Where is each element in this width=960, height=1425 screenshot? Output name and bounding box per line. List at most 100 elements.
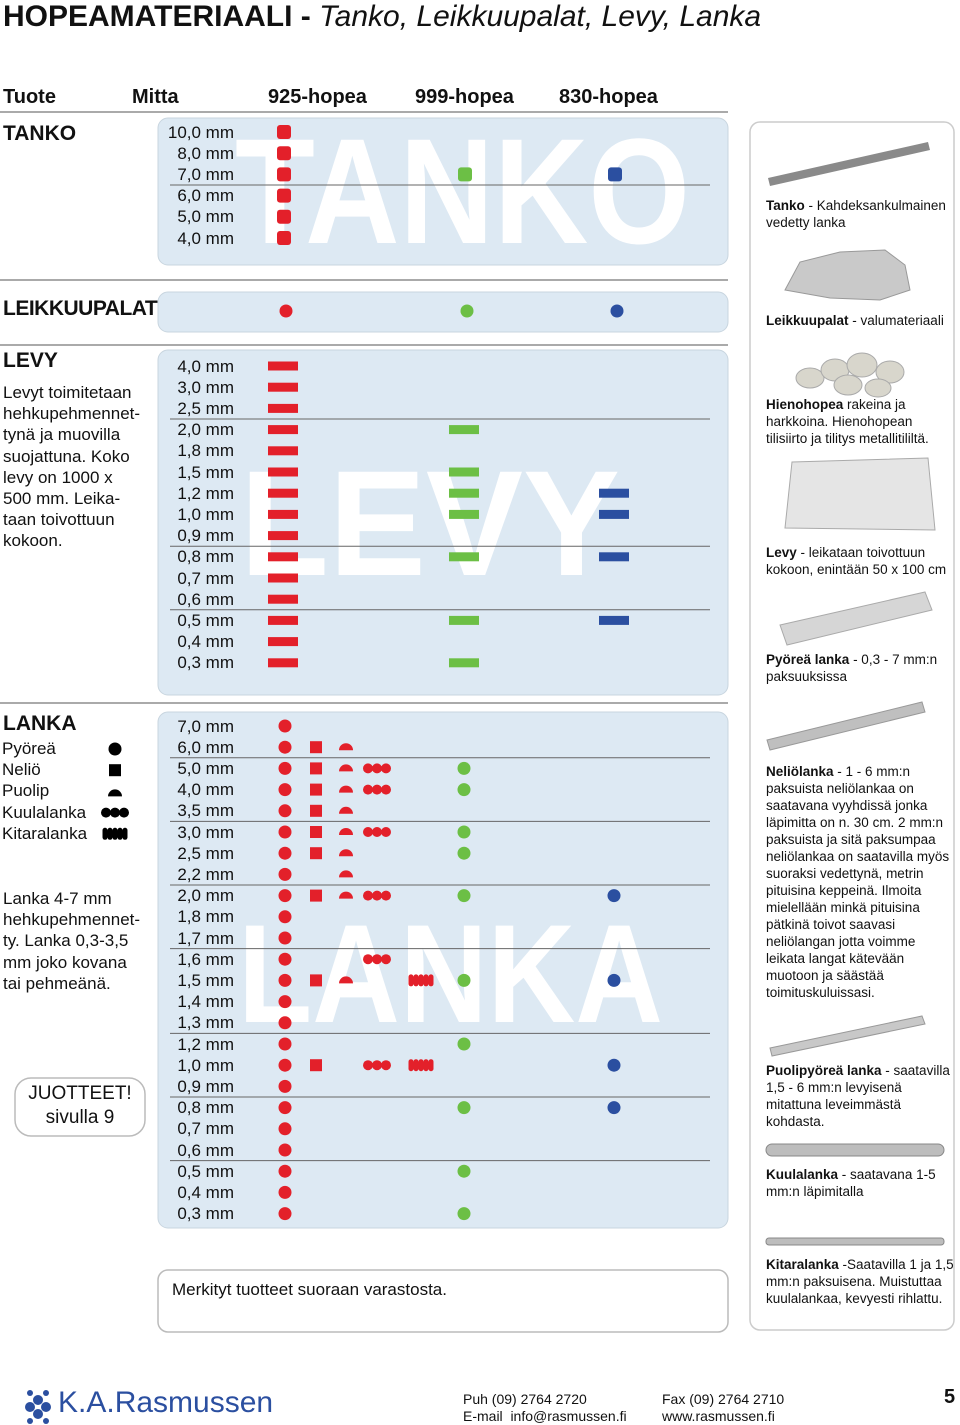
ridge [413, 1059, 419, 1072]
size-label: 0,5 mm [177, 1161, 234, 1181]
granules-image [795, 352, 905, 398]
description-line: suojattuna. Koko [3, 446, 130, 466]
size-label: 8,0 mm [177, 143, 234, 163]
caption: Kuulalanka - saatavana 1-5 mm:n läpimita… [766, 1166, 954, 1200]
lanka-box [157, 711, 729, 1229]
round [278, 804, 292, 818]
column-header: 999-hopea [415, 86, 514, 108]
rod-image [768, 142, 930, 186]
size-label: 2,5 mm [177, 398, 234, 418]
round [278, 1058, 292, 1072]
square [310, 974, 322, 987]
caption-bold: Levy [766, 545, 797, 560]
round [278, 1122, 292, 1136]
wire-marker [278, 973, 292, 987]
size-label: 0,6 mm [177, 589, 234, 609]
wire-marker [278, 889, 292, 903]
wire-marker [278, 761, 292, 775]
caption-text: rakeina ja harkkoina. Hienohopean tilisi… [766, 397, 929, 446]
sheet-marker [449, 509, 479, 519]
wire-marker [457, 1207, 471, 1221]
description-line: 500 mm. Leika- [3, 489, 121, 508]
watermark: TANKO [235, 107, 690, 275]
size-label: 1,2 mm [177, 1034, 234, 1054]
wire-marker [363, 1060, 391, 1071]
ridge [423, 1059, 429, 1072]
caption: Puolipyöreä lanka - saatavilla 1,5 - 6 m… [766, 1062, 954, 1130]
size-label: 6,0 mm [177, 186, 234, 206]
wire-marker [108, 789, 122, 797]
ball [372, 827, 382, 837]
leikkuu-box [157, 291, 729, 333]
wire-marker [278, 804, 292, 818]
sheet-marker [599, 615, 629, 625]
wire-marker [278, 1058, 292, 1072]
ridge [107, 827, 113, 840]
wire-marker [363, 954, 391, 965]
sheet-marker [449, 425, 479, 435]
caption: Tanko - Kahdeksankulmainen vedetty lanka [766, 197, 954, 231]
size-label: 0,9 mm [177, 1076, 234, 1096]
ball [363, 763, 373, 774]
size-label: 0,3 mm [177, 1204, 234, 1224]
caption-bold: Kuulalanka [766, 1167, 839, 1182]
juotteet-page: sivulla 9 [45, 1107, 115, 1128]
ball [372, 954, 382, 965]
round [278, 846, 292, 860]
size-label: 1,7 mm [177, 928, 234, 948]
description-line: kokoon. [3, 531, 63, 551]
square-wire-image [766, 701, 926, 751]
size-label: 1,5 mm [177, 462, 234, 482]
wire-marker [607, 1101, 621, 1115]
wire-marker [339, 764, 353, 772]
size-label: 0,7 mm [177, 1119, 234, 1139]
description-line: Lanka 4-7 mm [3, 889, 112, 908]
wire-marker [310, 974, 322, 987]
size-label: 4,0 mm [177, 356, 234, 376]
ball [372, 784, 382, 795]
half-round [339, 976, 353, 984]
caption-text: - saatavana 1-5 mm:n läpimitalla [766, 1167, 936, 1199]
ball [372, 1060, 382, 1071]
caption-bold: Hienohopea [766, 397, 844, 412]
sheet-marker [268, 446, 298, 456]
caption-bold: Pyöreä lanka [766, 652, 850, 667]
size-label: 0,7 mm [177, 568, 234, 588]
round [278, 719, 292, 733]
sheet-marker [268, 403, 298, 413]
half-round [339, 743, 353, 751]
ridge [413, 974, 419, 987]
half-wire-image [769, 1015, 926, 1057]
sheet-marker [268, 573, 298, 583]
wire-marker [457, 1164, 471, 1178]
ridge [418, 1059, 424, 1072]
sheet-marker [268, 637, 298, 647]
size-label: 6,0 mm [177, 737, 234, 757]
wire-marker [278, 846, 292, 860]
sheet-marker [268, 425, 298, 435]
wire-marker [278, 995, 292, 1009]
size-label: 3,0 mm [177, 822, 234, 842]
ridge [102, 827, 108, 840]
guitar-wire-image [765, 1237, 945, 1246]
ball [119, 807, 129, 818]
description-line: hehkupehmennet- [3, 910, 141, 930]
description-line: taan toivottuun [3, 510, 115, 530]
description-line: hehkupehmennet- [3, 404, 141, 424]
size-label: 1,8 mm [177, 907, 234, 927]
wire-marker [457, 761, 471, 775]
rod-marker [277, 146, 291, 161]
wire-marker [457, 973, 471, 987]
caption-text: - saatavilla 1,5 - 6 mm:n levyisenä mita… [766, 1063, 950, 1129]
wire-marker [408, 1059, 434, 1072]
wire-marker [363, 827, 391, 837]
flakes-image [784, 249, 911, 301]
form-label: Kuulalanka [2, 802, 87, 822]
wire-marker [339, 849, 353, 857]
watermark: LEVY [240, 439, 620, 607]
size-label: 4,0 mm [177, 228, 234, 248]
round [278, 740, 292, 754]
size-label: 0,8 mm [177, 1098, 234, 1118]
round [278, 1079, 292, 1093]
ball [363, 890, 373, 901]
